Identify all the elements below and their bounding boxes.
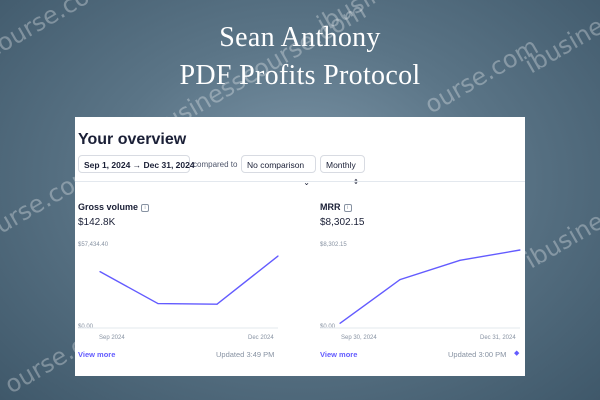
mrr-chart (320, 249, 521, 329)
updated-timestamp: Updated 3:49 PM (216, 350, 275, 359)
x-axis-start-label: Sep 2024 (99, 335, 125, 341)
chevron-down-icon: ⌄ (303, 178, 310, 187)
series-line (99, 255, 279, 305)
metric-label: MRR i (320, 202, 352, 212)
compared-to-label: compared to (193, 160, 238, 169)
data-point (519, 249, 521, 251)
y-axis-bottom-label: $0.00 (320, 324, 336, 330)
data-point (339, 322, 341, 324)
view-more-link[interactable]: View more (320, 350, 358, 359)
x-axis-end-label: Dec 2024 (248, 335, 274, 341)
divider (75, 181, 525, 182)
metric-label-text: MRR (320, 202, 341, 212)
data-point (157, 302, 159, 305)
metric-label-text: Gross volume (78, 202, 139, 212)
metric-value: $142.8K (78, 217, 116, 228)
info-icon: i (343, 204, 352, 212)
data-point (277, 255, 279, 257)
data-point (99, 271, 101, 273)
comparison-label: No comparison (247, 160, 305, 170)
info-icon: i (141, 204, 150, 212)
banner-title-line1: Sean Anthony (219, 22, 381, 53)
overview-title: Your overview (78, 131, 187, 148)
interval-label: Monthly (326, 160, 356, 170)
gross-volume-chart (78, 255, 279, 329)
x-axis-end-label: Dec 31, 2024 (480, 335, 516, 341)
comparison-dropdown[interactable]: No comparison ⌄ (241, 155, 316, 187)
series-line (339, 249, 521, 324)
x-axis-start-label: Sep 30, 2024 (341, 335, 377, 341)
interval-dropdown[interactable]: Monthly ⇕ (320, 155, 365, 186)
data-point (459, 259, 461, 261)
y-axis-top-label: $8,302.15 (320, 242, 347, 248)
watermark-text: ibusiness (520, 194, 600, 275)
data-point (216, 303, 218, 305)
data-point (399, 279, 401, 281)
view-more-link[interactable]: View more (78, 350, 116, 359)
y-axis-top-label: $57,434.40 (78, 242, 109, 248)
date-range-label: Sep 1, 2024 → Dec 31, 2024 (84, 160, 195, 170)
metric-label: Gross volume i (78, 202, 150, 212)
sparkle-icon: ◆ (514, 350, 520, 357)
date-range-button[interactable]: Sep 1, 2024 → Dec 31, 2024 (78, 155, 195, 173)
banner-title-line2: PDF Profits Protocol (179, 60, 421, 91)
metric-value: $8,302.15 (320, 217, 365, 228)
chevron-up-down-icon: ⇕ (353, 179, 359, 186)
y-axis-bottom-label: $0.00 (78, 324, 94, 330)
overview-panel: Your overview Sep 1, 2024 → Dec 31, 2024… (75, 117, 525, 376)
updated-timestamp: Updated 3:00 PM (448, 350, 507, 359)
